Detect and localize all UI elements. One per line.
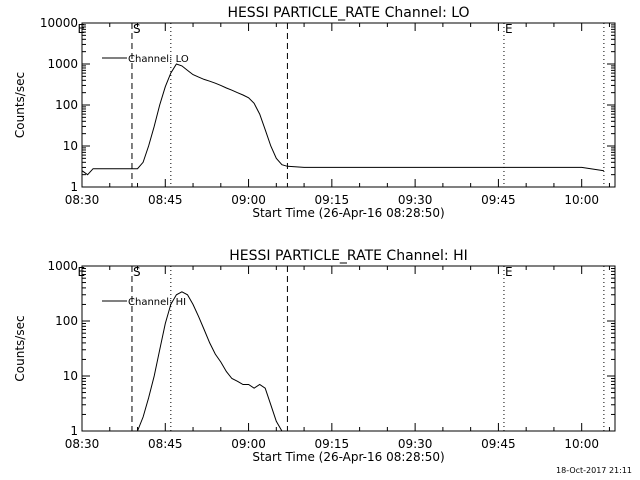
chart0-x-tick-label: 09:15 [315, 193, 350, 207]
chart1-y-tick-label: 1000 [47, 259, 78, 273]
chart0-marker-label: S [133, 22, 141, 36]
chart0-title: HESSI PARTICLE_RATE Channel: LO [227, 5, 469, 21]
chart0-x-axis-label: Start Time (26-Apr-16 08:28:50) [252, 206, 444, 220]
chart1-x-tick-label: 09:00 [231, 437, 266, 451]
chart1-x-tick-label: 10:00 [564, 437, 599, 451]
chart1-marker-label: E [505, 265, 513, 279]
chart0-marker-label: E [505, 22, 513, 36]
chart1-y-tick-label: 1 [70, 424, 78, 438]
chart0-y-tick-label: 1 [70, 180, 78, 194]
chart1-x-tick-label: 09:30 [398, 437, 433, 451]
chart1-series-0-line [137, 291, 283, 432]
chart0-y-tick-label: 10000 [40, 16, 78, 30]
chart1-plot-frame [81, 265, 616, 432]
chart0-y-tick-label: 10 [63, 139, 78, 153]
chart1-legend-label: Channel: HI [128, 297, 186, 308]
chart1-y-axis-label: Counts/sec [13, 315, 27, 381]
chart0-x-tick-label: 09:45 [481, 193, 516, 207]
chart1-marker-label: S [133, 265, 141, 279]
chart0-legend-label: Channel: LO [128, 54, 189, 65]
chart0-x-tick-label: 09:00 [231, 193, 266, 207]
chart1-x-tick-label: 08:30 [65, 437, 100, 451]
footer-timestamp: 18-Oct-2017 21:11 [556, 466, 632, 475]
chart1-x-tick-label: 09:15 [315, 437, 350, 451]
chart0-x-tick-label: 08:45 [148, 193, 183, 207]
chart0-x-tick-label: 10:00 [564, 193, 599, 207]
chart0-y-tick-label: 100 [55, 98, 78, 112]
chart0-plot-frame [81, 22, 616, 188]
chart0-y-tick-label: 1000 [47, 57, 78, 71]
chart0-x-tick-label: 08:30 [65, 193, 100, 207]
chart1-x-axis-label: Start Time (26-Apr-16 08:28:50) [252, 450, 444, 464]
chart0-y-axis-label: Counts/sec [13, 72, 27, 138]
chart0-marker-label: E [77, 22, 85, 36]
chart1-x-tick-label: 09:45 [481, 437, 516, 451]
chart1-marker-label: E [77, 265, 85, 279]
chart0-series-0-line [81, 63, 604, 176]
chart1-x-tick-label: 08:45 [148, 437, 183, 451]
chart1-title: HESSI PARTICLE_RATE Channel: HI [229, 248, 467, 264]
chart1-y-tick-label: 100 [55, 314, 78, 328]
chart0-x-tick-label: 09:30 [398, 193, 433, 207]
chart1-y-tick-label: 10 [63, 369, 78, 383]
